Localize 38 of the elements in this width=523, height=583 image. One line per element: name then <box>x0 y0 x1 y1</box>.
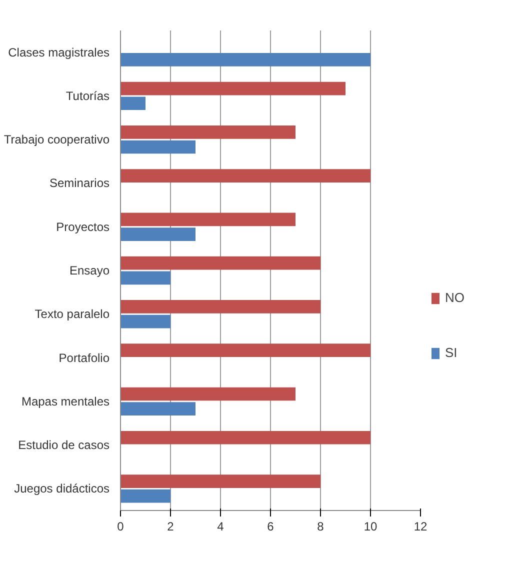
x-tick-label: 8 <box>317 520 324 534</box>
x-tick-label: 12 <box>414 520 428 534</box>
bar <box>120 82 346 96</box>
bar <box>120 271 170 285</box>
y-tick-label: Mapas mentales <box>21 394 110 408</box>
y-tick-label: Juegos didácticos <box>14 482 110 496</box>
bar <box>120 430 370 444</box>
bar <box>120 402 196 416</box>
bar <box>120 96 146 110</box>
y-tick-label: Clases magistrales <box>8 45 110 60</box>
bar <box>120 228 196 241</box>
bar <box>120 125 296 139</box>
y-tick-label: Texto paralelo <box>34 307 110 322</box>
bar <box>120 169 370 182</box>
bar <box>120 140 196 154</box>
y-tick-label: Portafolio <box>58 350 110 365</box>
legend-label: NO <box>445 290 465 305</box>
bar <box>120 53 370 66</box>
bar <box>120 300 320 314</box>
bar <box>120 474 320 488</box>
x-tick-label: 4 <box>217 520 224 534</box>
y-tick-label: Proyectos <box>56 220 110 234</box>
bar <box>120 212 296 226</box>
bar <box>120 344 370 358</box>
bar <box>120 256 320 270</box>
bar <box>120 314 170 328</box>
x-tick-label: 10 <box>364 520 378 534</box>
bar <box>120 387 296 401</box>
x-tick-label: 2 <box>167 520 174 534</box>
y-tick-label: Estudio de casos <box>18 438 110 452</box>
y-tick-label: Trabajo cooperativo <box>4 132 110 147</box>
y-tick-label: Seminarios <box>49 176 110 190</box>
x-tick-label: 6 <box>267 520 274 534</box>
y-tick-label: Tutorías <box>66 88 110 103</box>
legend-label: SI <box>445 345 458 360</box>
x-tick-label: 0 <box>117 520 124 534</box>
bar <box>120 489 170 503</box>
y-tick-label: Ensayo <box>69 264 110 278</box>
